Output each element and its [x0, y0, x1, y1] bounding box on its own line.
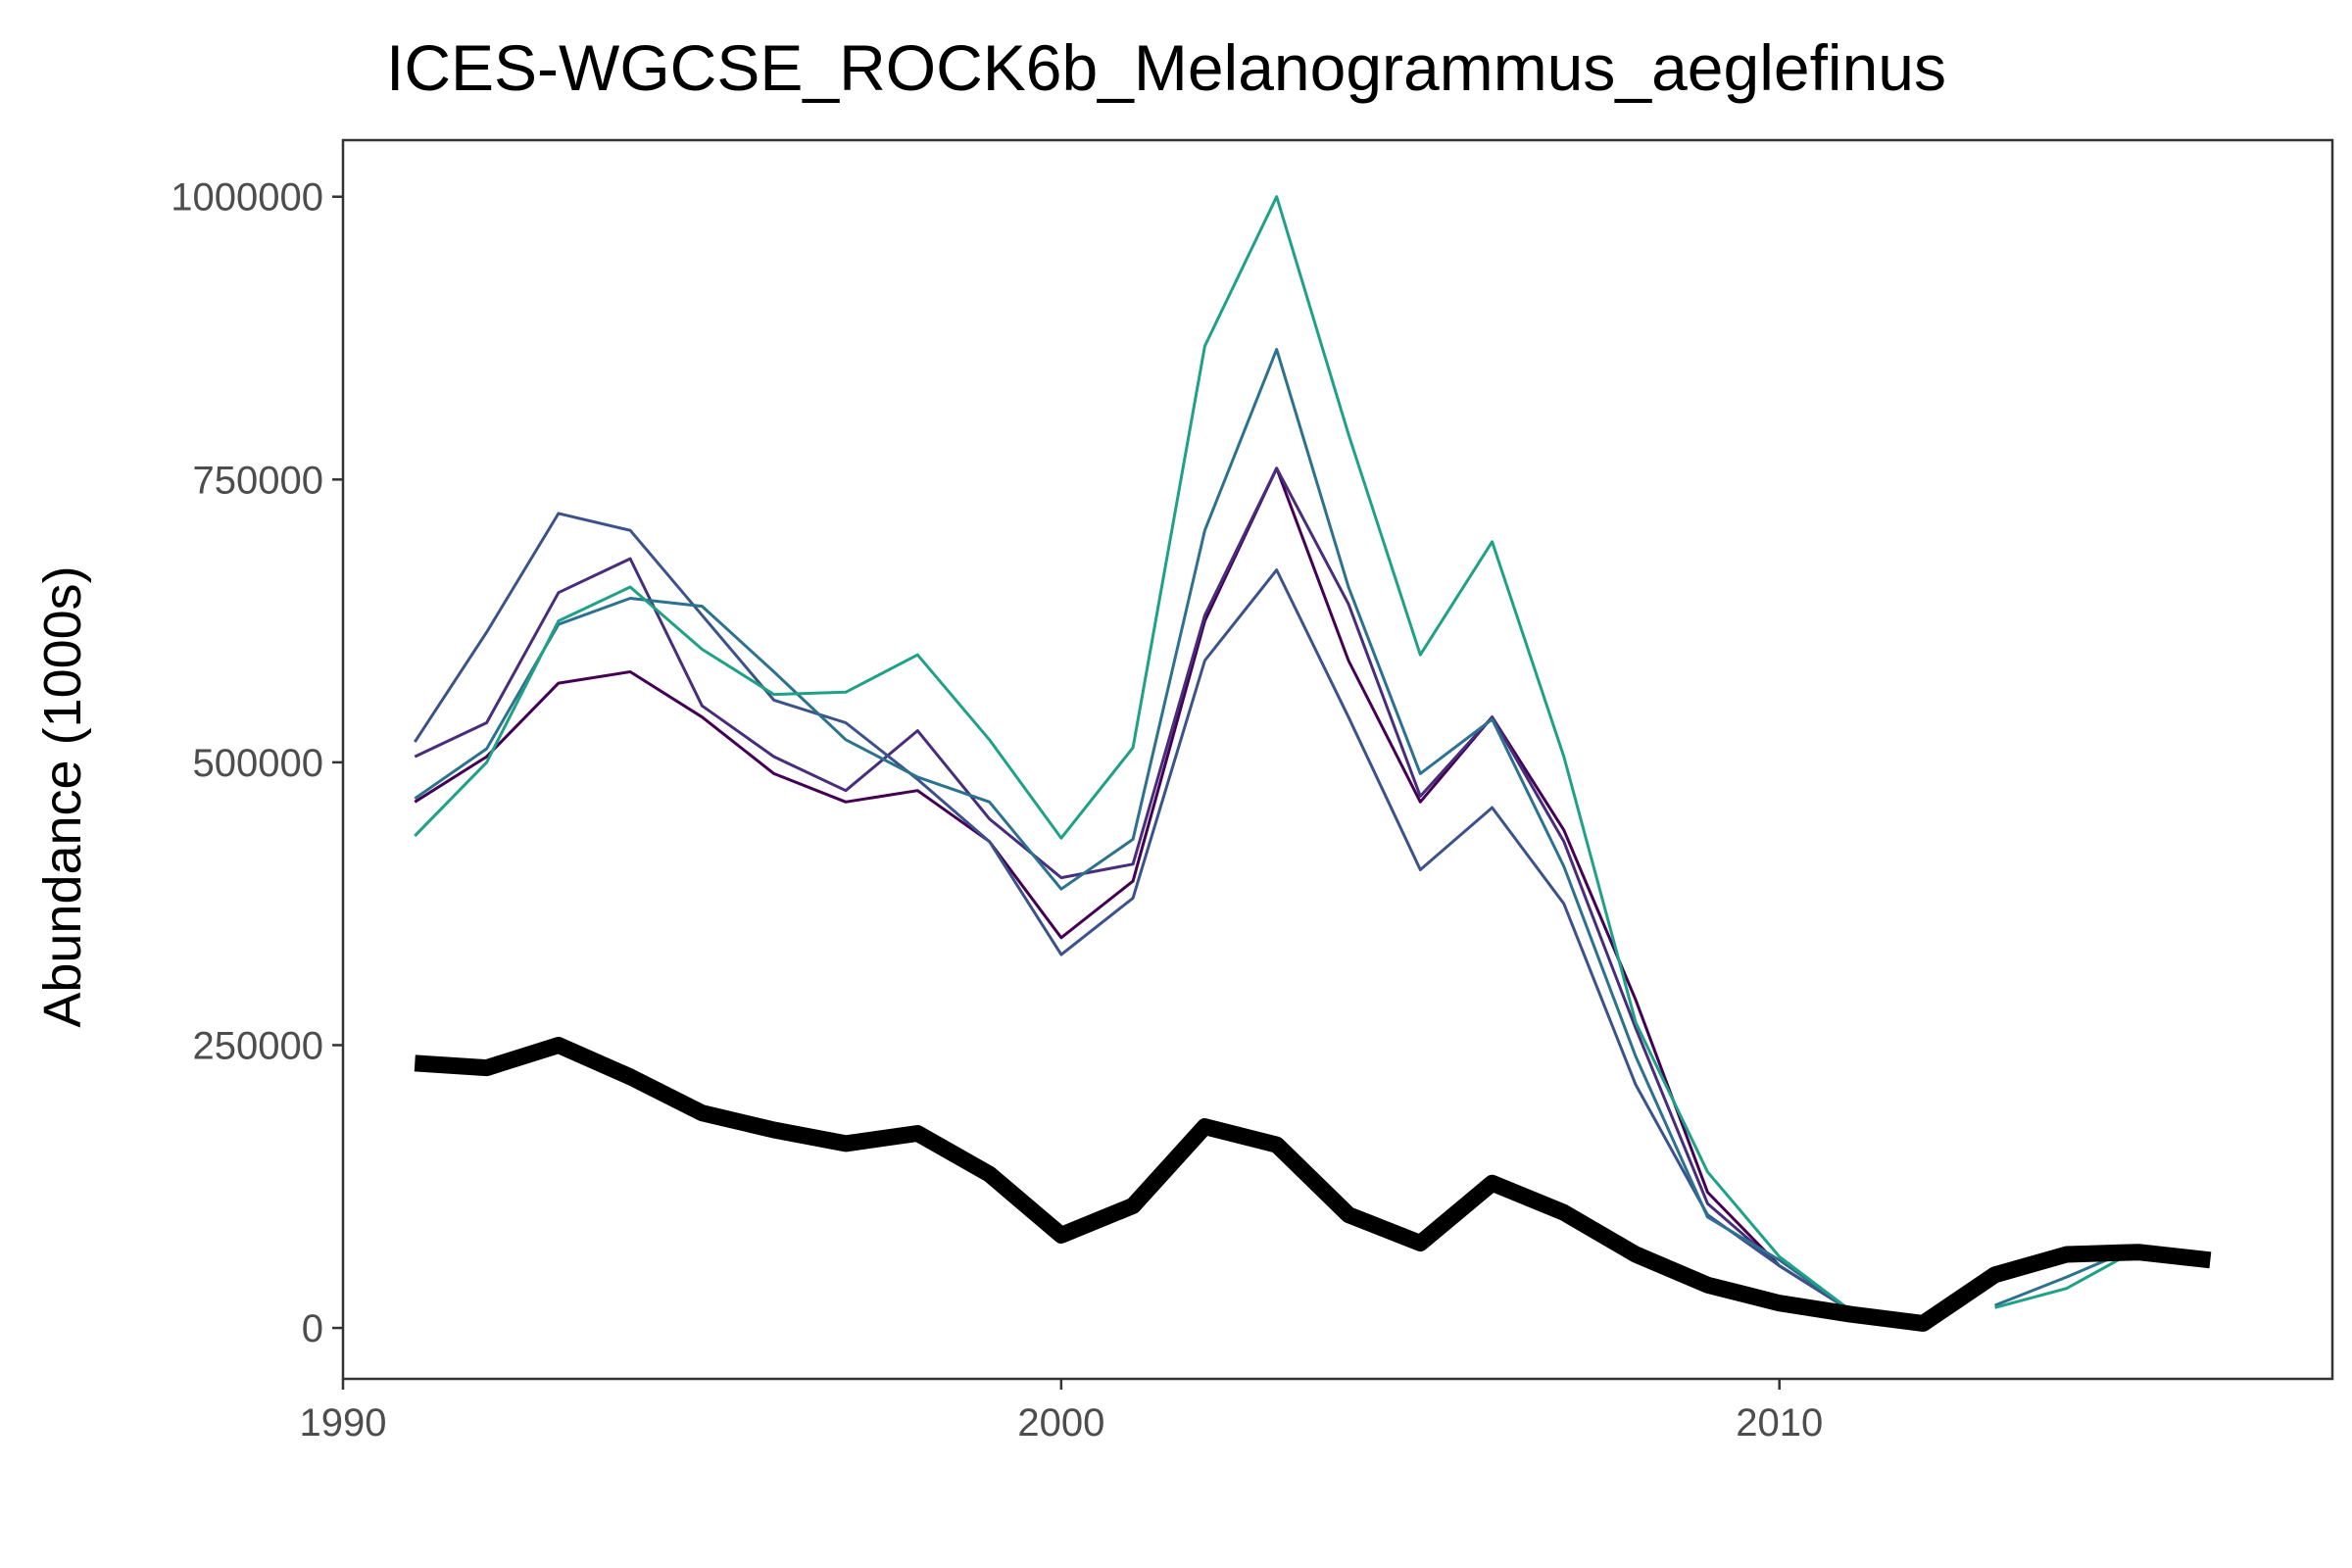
- y-tick-label: 0: [302, 1307, 323, 1350]
- y-tick-label: 250000: [193, 1024, 323, 1067]
- y-axis-ticks: 0 250000 500000 750000 1000000: [171, 176, 343, 1350]
- series-lines: [414, 195, 2212, 1332]
- series-line-6: [414, 1037, 2212, 1332]
- y-tick-label: 1000000: [171, 176, 323, 220]
- y-tick-label: 750000: [193, 459, 323, 502]
- series-line-2: [414, 466, 1852, 1312]
- y-tick-label: 500000: [193, 742, 323, 785]
- series-line-5: [1994, 1247, 2139, 1309]
- y-axis-label: Abundance (1000s): [33, 565, 92, 1027]
- plot-panel: [341, 138, 2334, 1381]
- x-tick-label: 2010: [1736, 1401, 1823, 1445]
- chart-title: ICES-WGCSE_ROCK6b_Melanogrammus_aeglefin…: [386, 31, 1946, 104]
- x-tick-label: 1990: [300, 1401, 387, 1445]
- series-line-3: [414, 512, 1852, 1312]
- x-axis-ticks: 1990 2000 2010: [300, 1379, 1823, 1445]
- series-line-4: [414, 348, 1852, 1312]
- series-line-5: [414, 195, 1852, 1312]
- series-line-1: [414, 466, 1852, 1312]
- x-tick-label: 2000: [1017, 1401, 1104, 1445]
